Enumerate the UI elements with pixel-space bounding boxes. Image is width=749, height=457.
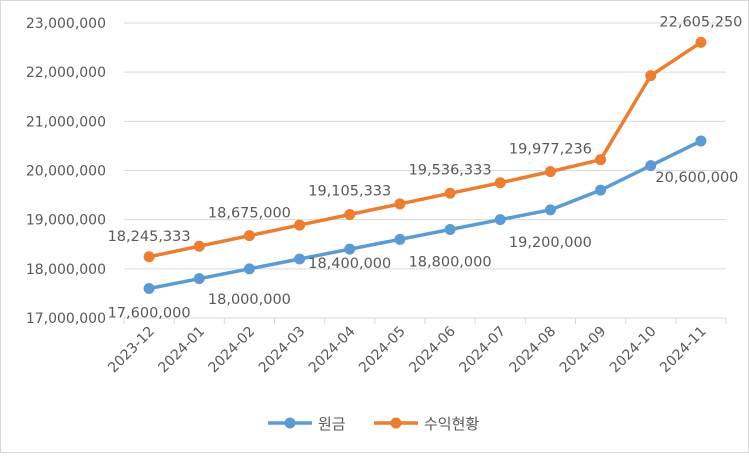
data-point xyxy=(243,230,255,242)
legend-label-0: 원금 xyxy=(318,415,346,433)
y-tick-label: 19,000,000 xyxy=(26,213,106,229)
y-tick-label: 18,000,000 xyxy=(26,262,106,278)
data-label: 19,536,333 xyxy=(409,162,492,178)
data-label: 18,000,000 xyxy=(208,292,291,308)
y-tick-label: 17,000,000 xyxy=(26,311,106,327)
series-line-1 xyxy=(147,40,703,259)
data-point xyxy=(695,36,707,48)
data-point xyxy=(595,184,607,196)
data-label: 19,105,333 xyxy=(308,183,391,199)
data-label: 17,600,000 xyxy=(108,306,191,322)
data-point xyxy=(394,198,406,210)
y-tick-label: 22,000,000 xyxy=(26,65,106,81)
data-label: 18,800,000 xyxy=(409,255,492,271)
data-point xyxy=(444,187,456,199)
data-point xyxy=(394,233,406,245)
data-point xyxy=(344,243,356,255)
data-point xyxy=(595,154,607,166)
series-line-0 xyxy=(147,139,703,291)
data-point xyxy=(294,219,306,231)
data-point xyxy=(494,177,506,189)
data-label: 19,200,000 xyxy=(509,235,592,251)
y-tick-label: 20,000,000 xyxy=(26,164,106,180)
legend-marker-1 xyxy=(390,417,402,429)
series xyxy=(143,36,707,294)
data-label: 20,600,000 xyxy=(655,170,738,186)
data-point xyxy=(143,251,155,263)
data-labels: 17,600,000 18,000,000 18,400,000 18,800,000… xyxy=(108,14,743,321)
data-label: 18,245,333 xyxy=(108,229,191,245)
y-tick-label: 21,000,000 xyxy=(26,114,106,130)
data-point xyxy=(444,224,456,235)
gridlines xyxy=(124,22,726,319)
y-axis: 17,000,000 18,000,000 19,000,000 20,000,000… xyxy=(26,16,106,327)
data-point xyxy=(193,273,205,285)
data-point xyxy=(243,263,255,275)
legend-label-1: 수익현황 xyxy=(424,415,479,433)
data-point xyxy=(344,208,356,220)
data-point xyxy=(645,160,657,172)
legend-marker-0 xyxy=(284,417,296,429)
legend: 원금 수익현황 xyxy=(268,415,479,433)
data-label: 18,675,000 xyxy=(208,206,291,222)
data-point xyxy=(695,135,707,147)
data-point xyxy=(544,166,556,178)
data-point xyxy=(544,204,556,216)
data-label: 18,400,000 xyxy=(308,256,391,272)
data-point xyxy=(193,240,205,252)
data-point xyxy=(645,70,657,82)
data-point xyxy=(143,283,155,294)
data-point xyxy=(494,214,506,226)
y-tick-label: 23,000,000 xyxy=(26,16,106,32)
data-label: 22,605,250 xyxy=(659,14,742,30)
data-label: 19,977,236 xyxy=(509,142,592,158)
data-point xyxy=(294,253,306,265)
